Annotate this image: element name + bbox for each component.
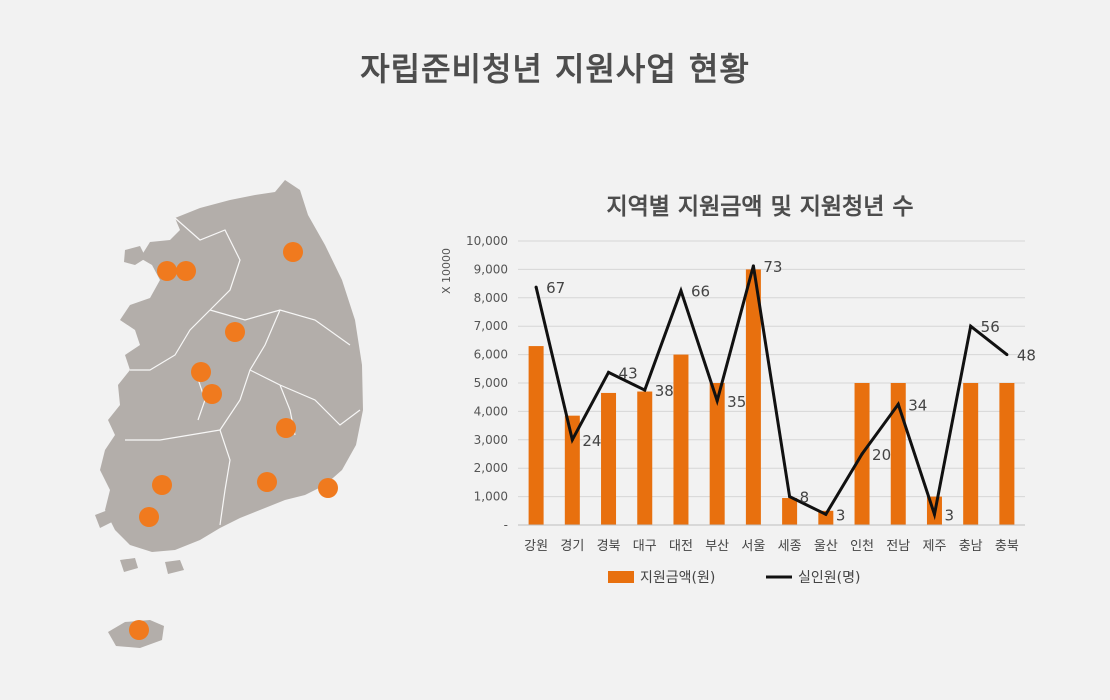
page-title: 자립준비청년 지원사업 현황 [360, 50, 750, 88]
bar [673, 354, 689, 525]
x-tick-label: 충북 [995, 539, 1019, 554]
x-tick-label: 대전 [669, 539, 693, 554]
data-label: 24 [582, 432, 601, 450]
chart-container: 지역별 지원금액 및 지원청년 수 - 1,000 2,000 3,000 4,000 5… [430, 175, 1090, 615]
map-island-sw2 [120, 558, 138, 572]
x-tick-label: 인천 [850, 539, 874, 554]
x-tick-label: 대구 [633, 539, 657, 554]
data-label: 38 [655, 382, 674, 400]
line-point [824, 512, 828, 516]
korea-map-svg [95, 180, 363, 648]
data-label: 20 [872, 446, 891, 464]
y-tick-label: 8,000 [474, 291, 508, 305]
x-tick-label: 전남 [886, 539, 910, 554]
bar [564, 415, 580, 525]
map-marker-seoul [157, 261, 177, 281]
map-island-west [124, 246, 146, 265]
line-point [969, 324, 973, 328]
map-marker-busan [318, 478, 338, 498]
y-tick-label: 10,000 [466, 234, 508, 248]
chart-svg: - 1,000 2,000 3,000 4,000 5,000 6,000 7,000 8,00… [440, 234, 1036, 586]
line-point [715, 399, 719, 403]
line-point [607, 370, 611, 374]
x-tick-label: 세종 [778, 539, 802, 554]
line-point [570, 438, 574, 442]
bar [528, 346, 544, 525]
x-tick-label: 서울 [741, 539, 765, 554]
y-tick-label: 7,000 [474, 319, 508, 333]
data-label: 56 [981, 318, 1000, 336]
x-tick-label: 충남 [959, 539, 983, 554]
legend-line-label: 실인원(명) [798, 570, 860, 586]
y-tick-label: 6,000 [474, 348, 508, 362]
map-marker-daejeon [202, 384, 222, 404]
map-marker-chungbuk [225, 322, 245, 342]
map-marker-jeonnam-north [152, 475, 172, 495]
map-island-s [165, 560, 184, 574]
data-label: 66 [691, 283, 710, 301]
line-series [534, 265, 1008, 521]
line-point [896, 402, 900, 406]
line-point [679, 289, 683, 293]
x-tick-label: 울산 [814, 539, 838, 554]
bar [637, 391, 653, 525]
data-label: 67 [546, 279, 565, 297]
y-tick-label: 3,000 [474, 433, 508, 447]
y-tick-label: 1,000 [474, 490, 508, 504]
line-point [643, 388, 647, 392]
map-marker-gangwon [283, 242, 303, 262]
legend-bar-swatch [608, 571, 634, 583]
map-marker-sejong [191, 362, 211, 382]
bar [782, 498, 798, 525]
map-island-sw1 [95, 510, 112, 528]
map-marker-jeju [129, 620, 149, 640]
chart-title: 지역별 지원금액 및 지원청년 수 [606, 194, 914, 220]
line-point [534, 285, 538, 289]
line-point [932, 512, 936, 516]
data-label: 3 [836, 506, 846, 524]
y-tick-label: 2,000 [474, 461, 508, 475]
bar [745, 269, 761, 525]
korea-map [80, 170, 380, 670]
line-point [788, 495, 792, 499]
map-marker-incheon [176, 261, 196, 281]
map-marker-jeonnam-south [139, 507, 159, 527]
legend-bar-label: 지원금액(원) [640, 570, 715, 586]
x-tick-label: 경북 [597, 539, 621, 554]
data-label: 8 [800, 489, 810, 507]
y-tick-label: 4,000 [474, 404, 508, 418]
map-markers [129, 242, 338, 640]
y-unit-label: X 10000 [440, 248, 453, 294]
x-tick-label: 강원 [524, 539, 548, 554]
data-label: 73 [763, 258, 782, 276]
data-label: 35 [727, 393, 746, 411]
bar [818, 510, 834, 525]
y-tick-label: 5,000 [474, 376, 508, 390]
bar [601, 392, 617, 525]
y-tick-label: 9,000 [474, 262, 508, 276]
data-label: 34 [908, 396, 927, 414]
x-tick-label: 제주 [923, 539, 947, 554]
line-point [751, 264, 755, 268]
data-label: 48 [1017, 347, 1036, 365]
y-tick-label: - [504, 518, 508, 532]
line-point [1005, 353, 1009, 357]
map-marker-daegu [276, 418, 296, 438]
map-marker-gyeongnam [257, 472, 277, 492]
bar [999, 383, 1015, 525]
x-tick-label: 부산 [705, 539, 729, 554]
line-point [860, 452, 864, 456]
bar [963, 383, 979, 525]
x-tick-label: 경기 [560, 539, 584, 554]
data-label: 3 [944, 506, 954, 524]
bar [709, 383, 725, 525]
data-label: 43 [619, 364, 638, 382]
